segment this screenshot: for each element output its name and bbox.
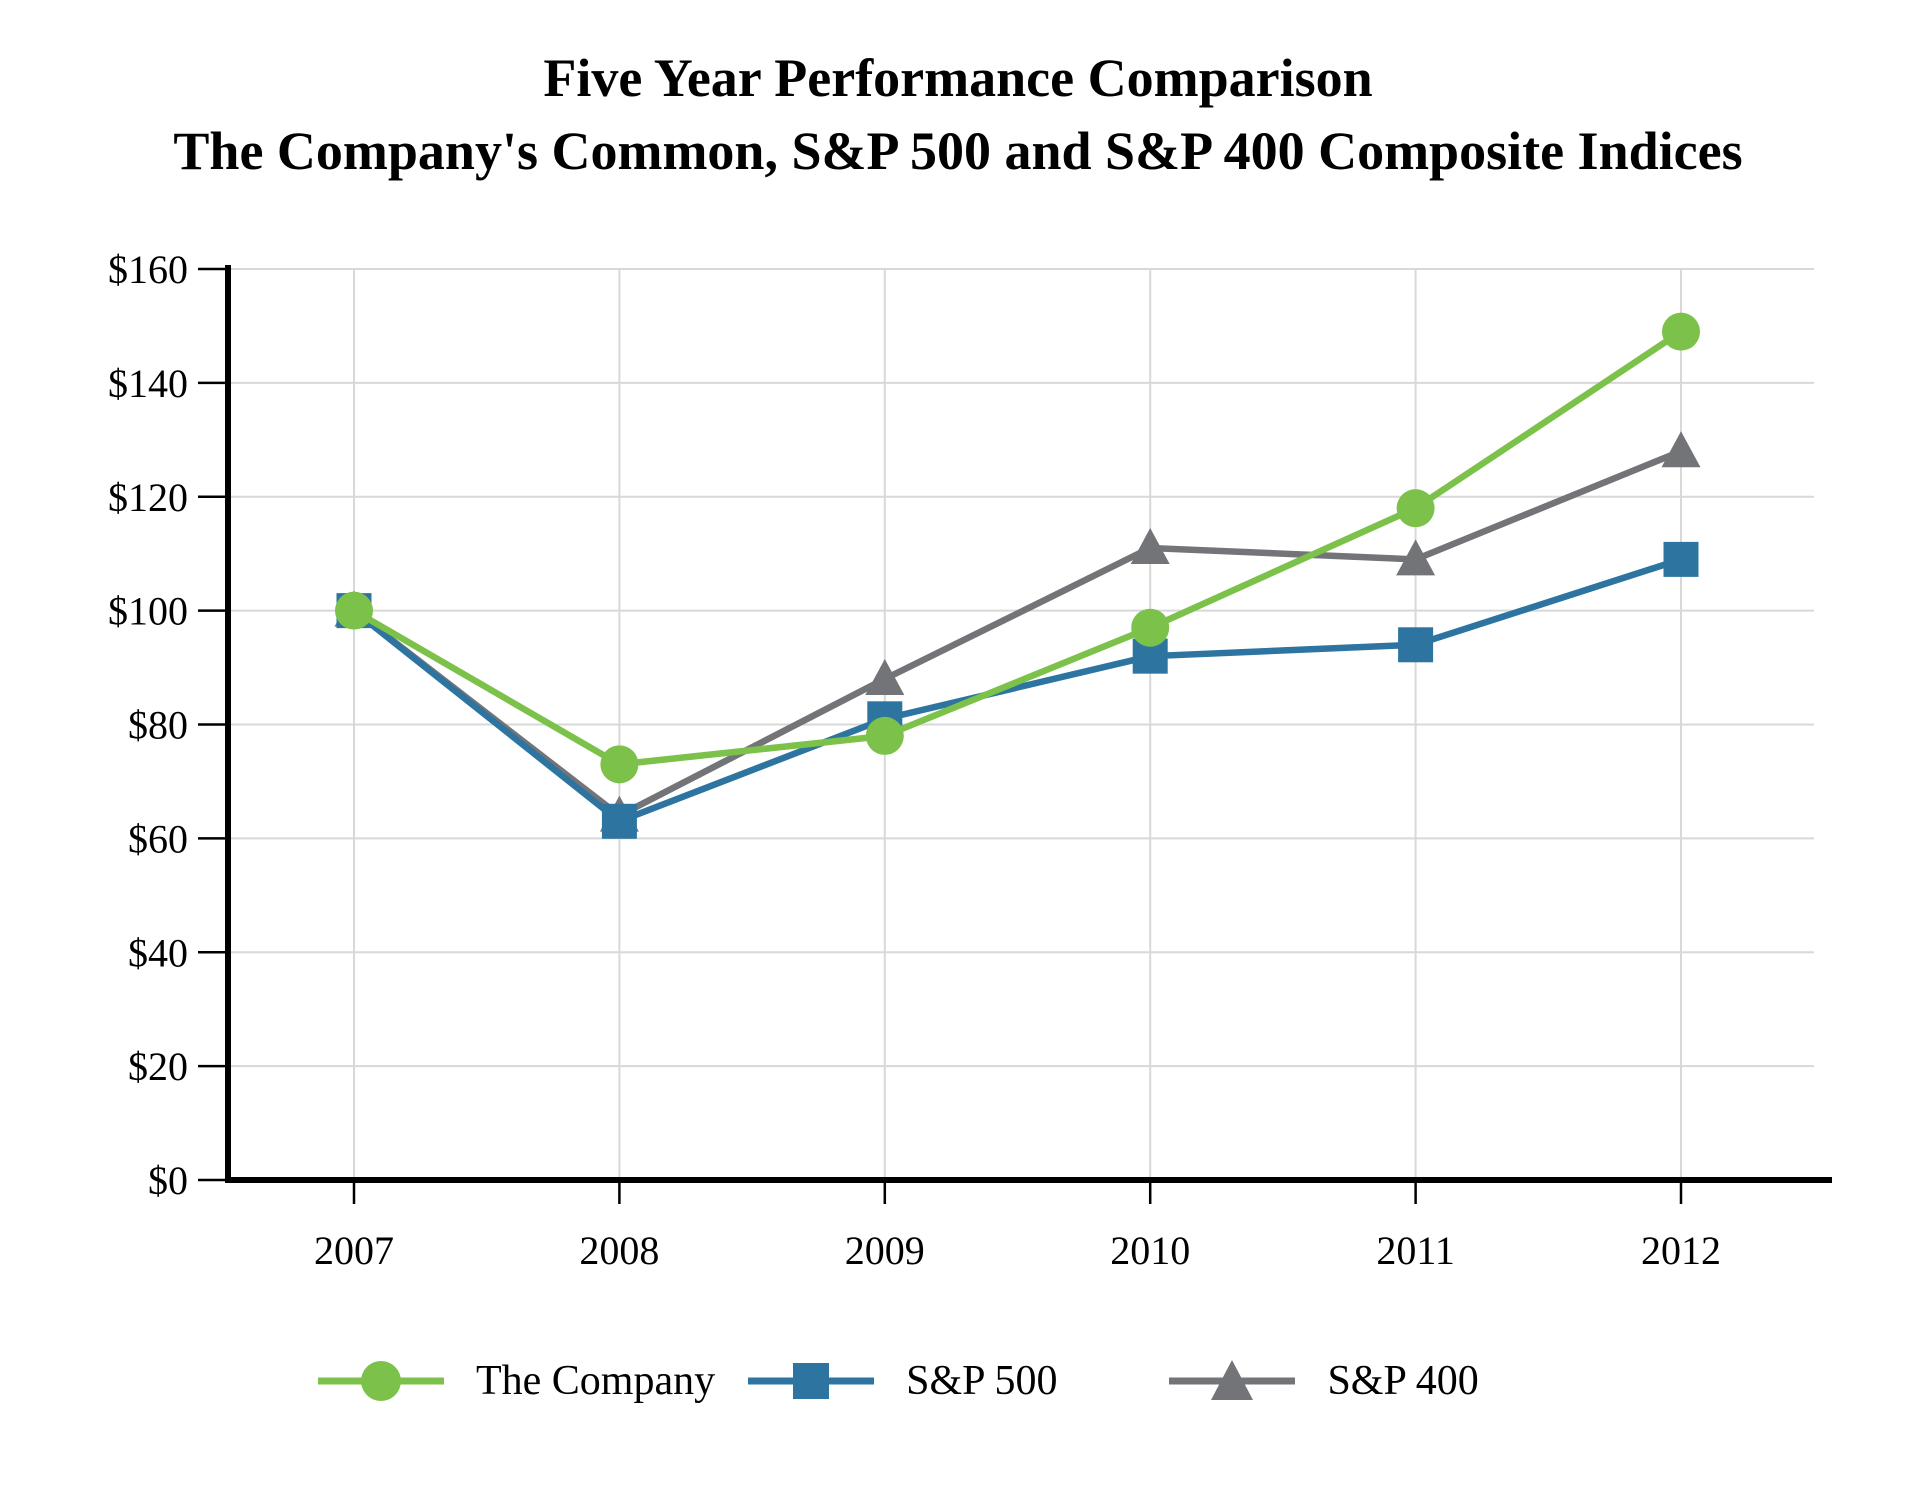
square-marker-icon	[748, 1363, 875, 1399]
legend-label: S&P 400	[1327, 1358, 1479, 1404]
chart-legend: The Company S&P 500 S&P 400	[318, 1358, 1479, 1404]
y-tick-label: $40	[128, 930, 188, 975]
y-tick-label: $80	[128, 703, 188, 748]
chart-title-line2: The Company's Common, S&P 500 and S&P 40…	[173, 121, 1743, 181]
data-point-s-p-500-2012	[1663, 541, 1699, 577]
series-line-s-p-400	[352, 448, 1683, 820]
y-tick-label: $160	[108, 247, 188, 292]
y-tick-label: $100	[108, 589, 188, 634]
y-tick-label: $140	[108, 361, 188, 406]
data-point-s-p-400-2011	[1396, 539, 1436, 576]
legend-item-the-company: The Company	[318, 1358, 715, 1404]
x-tick-label: 2008	[579, 1228, 659, 1273]
series-line-s-p-500	[351, 556, 1682, 825]
y-tick-label: $20	[128, 1044, 188, 1089]
data-point-s-p-400-2010	[1130, 527, 1170, 564]
data-point-s-p-400-2009	[865, 658, 905, 695]
chart-title: Five Year Performance Comparison The Com…	[0, 42, 1916, 188]
data-point-s-p-400-2012	[1661, 431, 1701, 468]
legend-marker-circle	[361, 1361, 401, 1401]
x-tick-label: 2007	[314, 1228, 394, 1273]
x-tick-label: 2010	[1110, 1228, 1190, 1273]
data-point-s-p-500-2011	[1398, 627, 1434, 663]
data-point-the-company-2012	[1662, 312, 1700, 351]
circle-marker-icon	[318, 1361, 444, 1401]
triangle-marker-icon	[1169, 1360, 1296, 1400]
data-point-s-p-500-2008	[601, 803, 637, 839]
y-tick-label: $120	[108, 475, 188, 520]
x-tick-label: 2009	[845, 1228, 925, 1273]
x-tick-label: 2011	[1376, 1228, 1455, 1273]
data-point-the-company-2007	[335, 591, 373, 630]
series-line-the-company	[352, 328, 1683, 768]
data-point-the-company-2011	[1396, 489, 1435, 528]
data-point-the-company-2009	[865, 716, 904, 755]
legend-marker-triangle	[1211, 1360, 1254, 1400]
chart-title-line1: Five Year Performance Comparison	[543, 48, 1373, 108]
legend-marker-square	[793, 1363, 830, 1399]
legend-label: S&P 500	[906, 1358, 1058, 1404]
x-tick-label: 2012	[1641, 1228, 1721, 1273]
legend-item-s-p-500: S&P 500	[748, 1358, 1057, 1404]
y-tick-label: $0	[148, 1158, 188, 1203]
y-tick-label: $60	[128, 816, 188, 861]
data-point-the-company-2010	[1131, 608, 1170, 647]
legend-label: The Company	[476, 1358, 716, 1404]
data-point-the-company-2008	[600, 745, 639, 784]
legend-item-s-p-400: S&P 400	[1169, 1358, 1479, 1404]
